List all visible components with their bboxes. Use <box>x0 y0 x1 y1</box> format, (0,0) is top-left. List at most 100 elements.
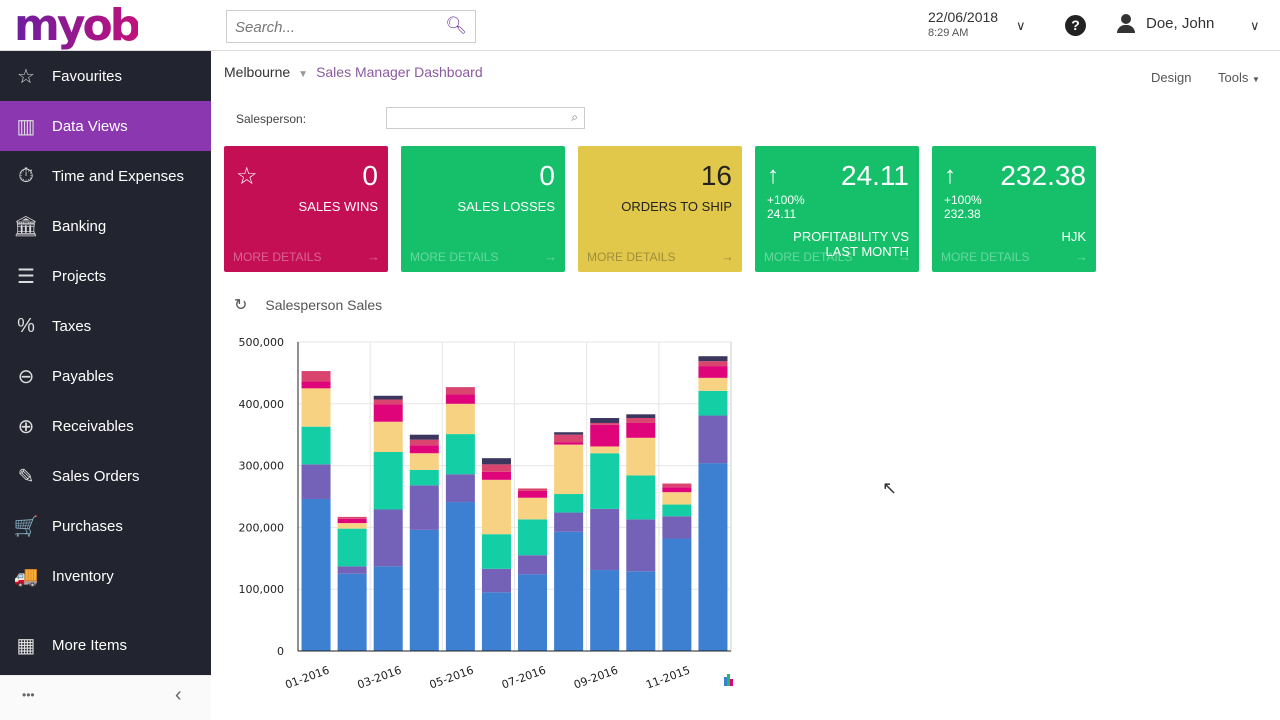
breadcrumb: Melbourne ▼ Sales Manager Dashboard <box>224 64 483 80</box>
bar-segment <box>554 531 584 651</box>
caret-down-icon[interactable]: ▼ <box>298 69 309 80</box>
kpi-card-hjk[interactable]: ↑ 232.38 +100% 232.38 HJK MORE DETAILS → <box>932 146 1096 272</box>
bar-segment <box>590 424 620 447</box>
sidebar-item-purchases[interactable]: 🛒 Purchases <box>0 501 211 551</box>
bar-segment <box>518 555 548 575</box>
search-icon[interactable]: 🔍︎ <box>445 16 467 35</box>
sidebar-item-label: Favourites <box>52 67 123 85</box>
bar-segment <box>373 566 403 651</box>
bar-chart-icon: ▥ <box>16 115 36 138</box>
bar-segment <box>409 469 439 486</box>
business-date[interactable]: 22/06/2018 8:29 AM <box>928 9 998 39</box>
arrow-up-icon: ↑ <box>944 162 956 189</box>
sidebar-item-taxes[interactable]: % Taxes <box>0 301 211 351</box>
sidebar-item-label: Taxes <box>52 317 92 335</box>
star-icon: ☆ <box>236 163 258 190</box>
user-menu[interactable]: Doe, John <box>1116 14 1214 34</box>
more-details-link[interactable]: MORE DETAILS <box>410 250 499 264</box>
kpi-card-orders-to-ship[interactable]: 16 ORDERS TO SHIP MORE DETAILS → <box>578 146 742 272</box>
kpi-card-profitability-vs-last-month[interactable]: ↑ 24.11 +100% 24.11 PROFITABILITY VS LAST MO… <box>755 146 919 272</box>
sidebar-item-label: Time and Expenses <box>52 167 185 185</box>
bar-segment <box>445 502 475 651</box>
kpi-value: 232.38 <box>1000 160 1086 191</box>
kpi-change: +100% 24.11 <box>767 193 805 221</box>
more-dots-icon[interactable]: ••• <box>22 688 35 702</box>
bar-segment <box>698 390 728 416</box>
user-icon <box>1116 14 1136 34</box>
arrow-right-icon[interactable]: → <box>721 249 734 264</box>
kpi-card-sales-losses[interactable]: 0 SALES LOSSES MORE DETAILS → <box>401 146 565 272</box>
bar-segment <box>554 442 584 445</box>
kpi-value: 0 <box>362 160 378 191</box>
bar-segment <box>626 414 656 419</box>
sidebar-item-time-and-expenses[interactable]: ⏱ Time and Expenses <box>0 151 211 201</box>
search-icon[interactable]: ⌕ <box>571 110 578 124</box>
collapse-sidebar-icon[interactable]: ‹ <box>175 684 182 706</box>
bar-segment <box>373 452 403 510</box>
mouse-cursor-icon: ↖ <box>882 478 898 498</box>
sidebar-item-payables[interactable]: ⊖ Payables <box>0 351 211 401</box>
bar-segment <box>662 504 692 517</box>
percent-icon: % <box>17 314 35 337</box>
bar-segment <box>518 519 548 556</box>
kpi-label: ORDERS TO SHIP <box>621 199 732 214</box>
bar-segment <box>662 538 692 651</box>
sidebar-item-label: Purchases <box>52 517 123 535</box>
chevron-down-icon[interactable]: ∨ <box>1016 18 1026 33</box>
sidebar-item-favourites[interactable]: ☆ Favourites <box>0 51 211 101</box>
design-button[interactable]: Design <box>1151 70 1192 85</box>
kpi-value: 24.11 <box>841 160 909 191</box>
arrow-right-icon[interactable]: → <box>544 249 557 264</box>
salesperson-input[interactable]: ⌕ <box>386 107 585 129</box>
sidebar-item-label: Data Views <box>52 117 128 135</box>
myob-logo[interactable]: myob <box>14 0 141 51</box>
bar-segment <box>409 439 439 446</box>
chevron-down-icon[interactable]: ∨ <box>1250 18 1260 33</box>
kpi-label: SALES LOSSES <box>457 199 555 214</box>
bar-segment <box>662 483 692 488</box>
bar-segment <box>698 361 728 367</box>
bar-segment <box>662 487 692 493</box>
more-details-link[interactable]: MORE DETAILS <box>233 250 322 264</box>
sidebar-item-label: Banking <box>52 217 107 235</box>
arrow-right-icon[interactable]: → <box>367 249 380 264</box>
tools-menu[interactable]: Tools ▼ <box>1218 70 1260 85</box>
sidebar-item-more-items[interactable]: ▦ More Items <box>0 620 211 670</box>
star-icon: ☆ <box>17 65 35 88</box>
time-text: 8:29 AM <box>928 27 969 39</box>
arrow-right-icon[interactable]: → <box>898 249 911 264</box>
sidebar-item-receivables[interactable]: ⊕ Receivables <box>0 401 211 451</box>
refresh-icon[interactable]: ↻ <box>234 297 248 314</box>
sidebar-item-projects[interactable]: ☰ Projects <box>0 251 211 301</box>
more-details-link[interactable]: MORE DETAILS <box>941 250 1030 264</box>
arrow-right-icon[interactable]: → <box>1075 249 1088 264</box>
sidebar-item-sales-orders[interactable]: ✎ Sales Orders <box>0 451 211 501</box>
bar-segment <box>481 458 511 465</box>
sidebar-item-inventory[interactable]: 🚚 Inventory <box>0 551 211 601</box>
bar-segment <box>590 446 620 454</box>
bar-segment <box>590 418 620 423</box>
bar-segment <box>373 404 403 422</box>
sidebar-item-banking[interactable]: 🏛 Banking <box>0 201 211 251</box>
chart-type-icon[interactable] <box>724 674 733 686</box>
help-icon[interactable]: ? <box>1065 15 1086 36</box>
search-input[interactable]: Search... 🔍︎ <box>226 10 476 43</box>
y-tick-label: 200,000 <box>239 521 285 534</box>
more-details-link[interactable]: MORE DETAILS <box>587 250 676 264</box>
sidebar-item-label: Payables <box>52 367 114 385</box>
bar-segment <box>554 444 584 495</box>
sidebar-item-label: Inventory <box>52 567 114 585</box>
plus-circle-icon: ⊕ <box>17 415 35 438</box>
kpi-label: HJK <box>1061 229 1086 244</box>
y-tick-label: 500,000 <box>239 336 285 349</box>
sidebar-item-label: Projects <box>52 267 107 285</box>
bar-segment <box>626 437 656 476</box>
kpi-card-sales-wins[interactable]: ☆ 0 SALES WINS MORE DETAILS → <box>224 146 388 272</box>
branch-selector[interactable]: Melbourne <box>224 64 291 80</box>
more-details-link[interactable]: MORE DETAILS <box>764 250 853 264</box>
sidebar-item-data-views[interactable]: ▥ Data Views <box>0 101 211 151</box>
bar-segment <box>481 568 511 593</box>
bar-segment <box>301 371 331 382</box>
bar-segment <box>626 422 656 438</box>
bar-segment <box>373 395 403 400</box>
